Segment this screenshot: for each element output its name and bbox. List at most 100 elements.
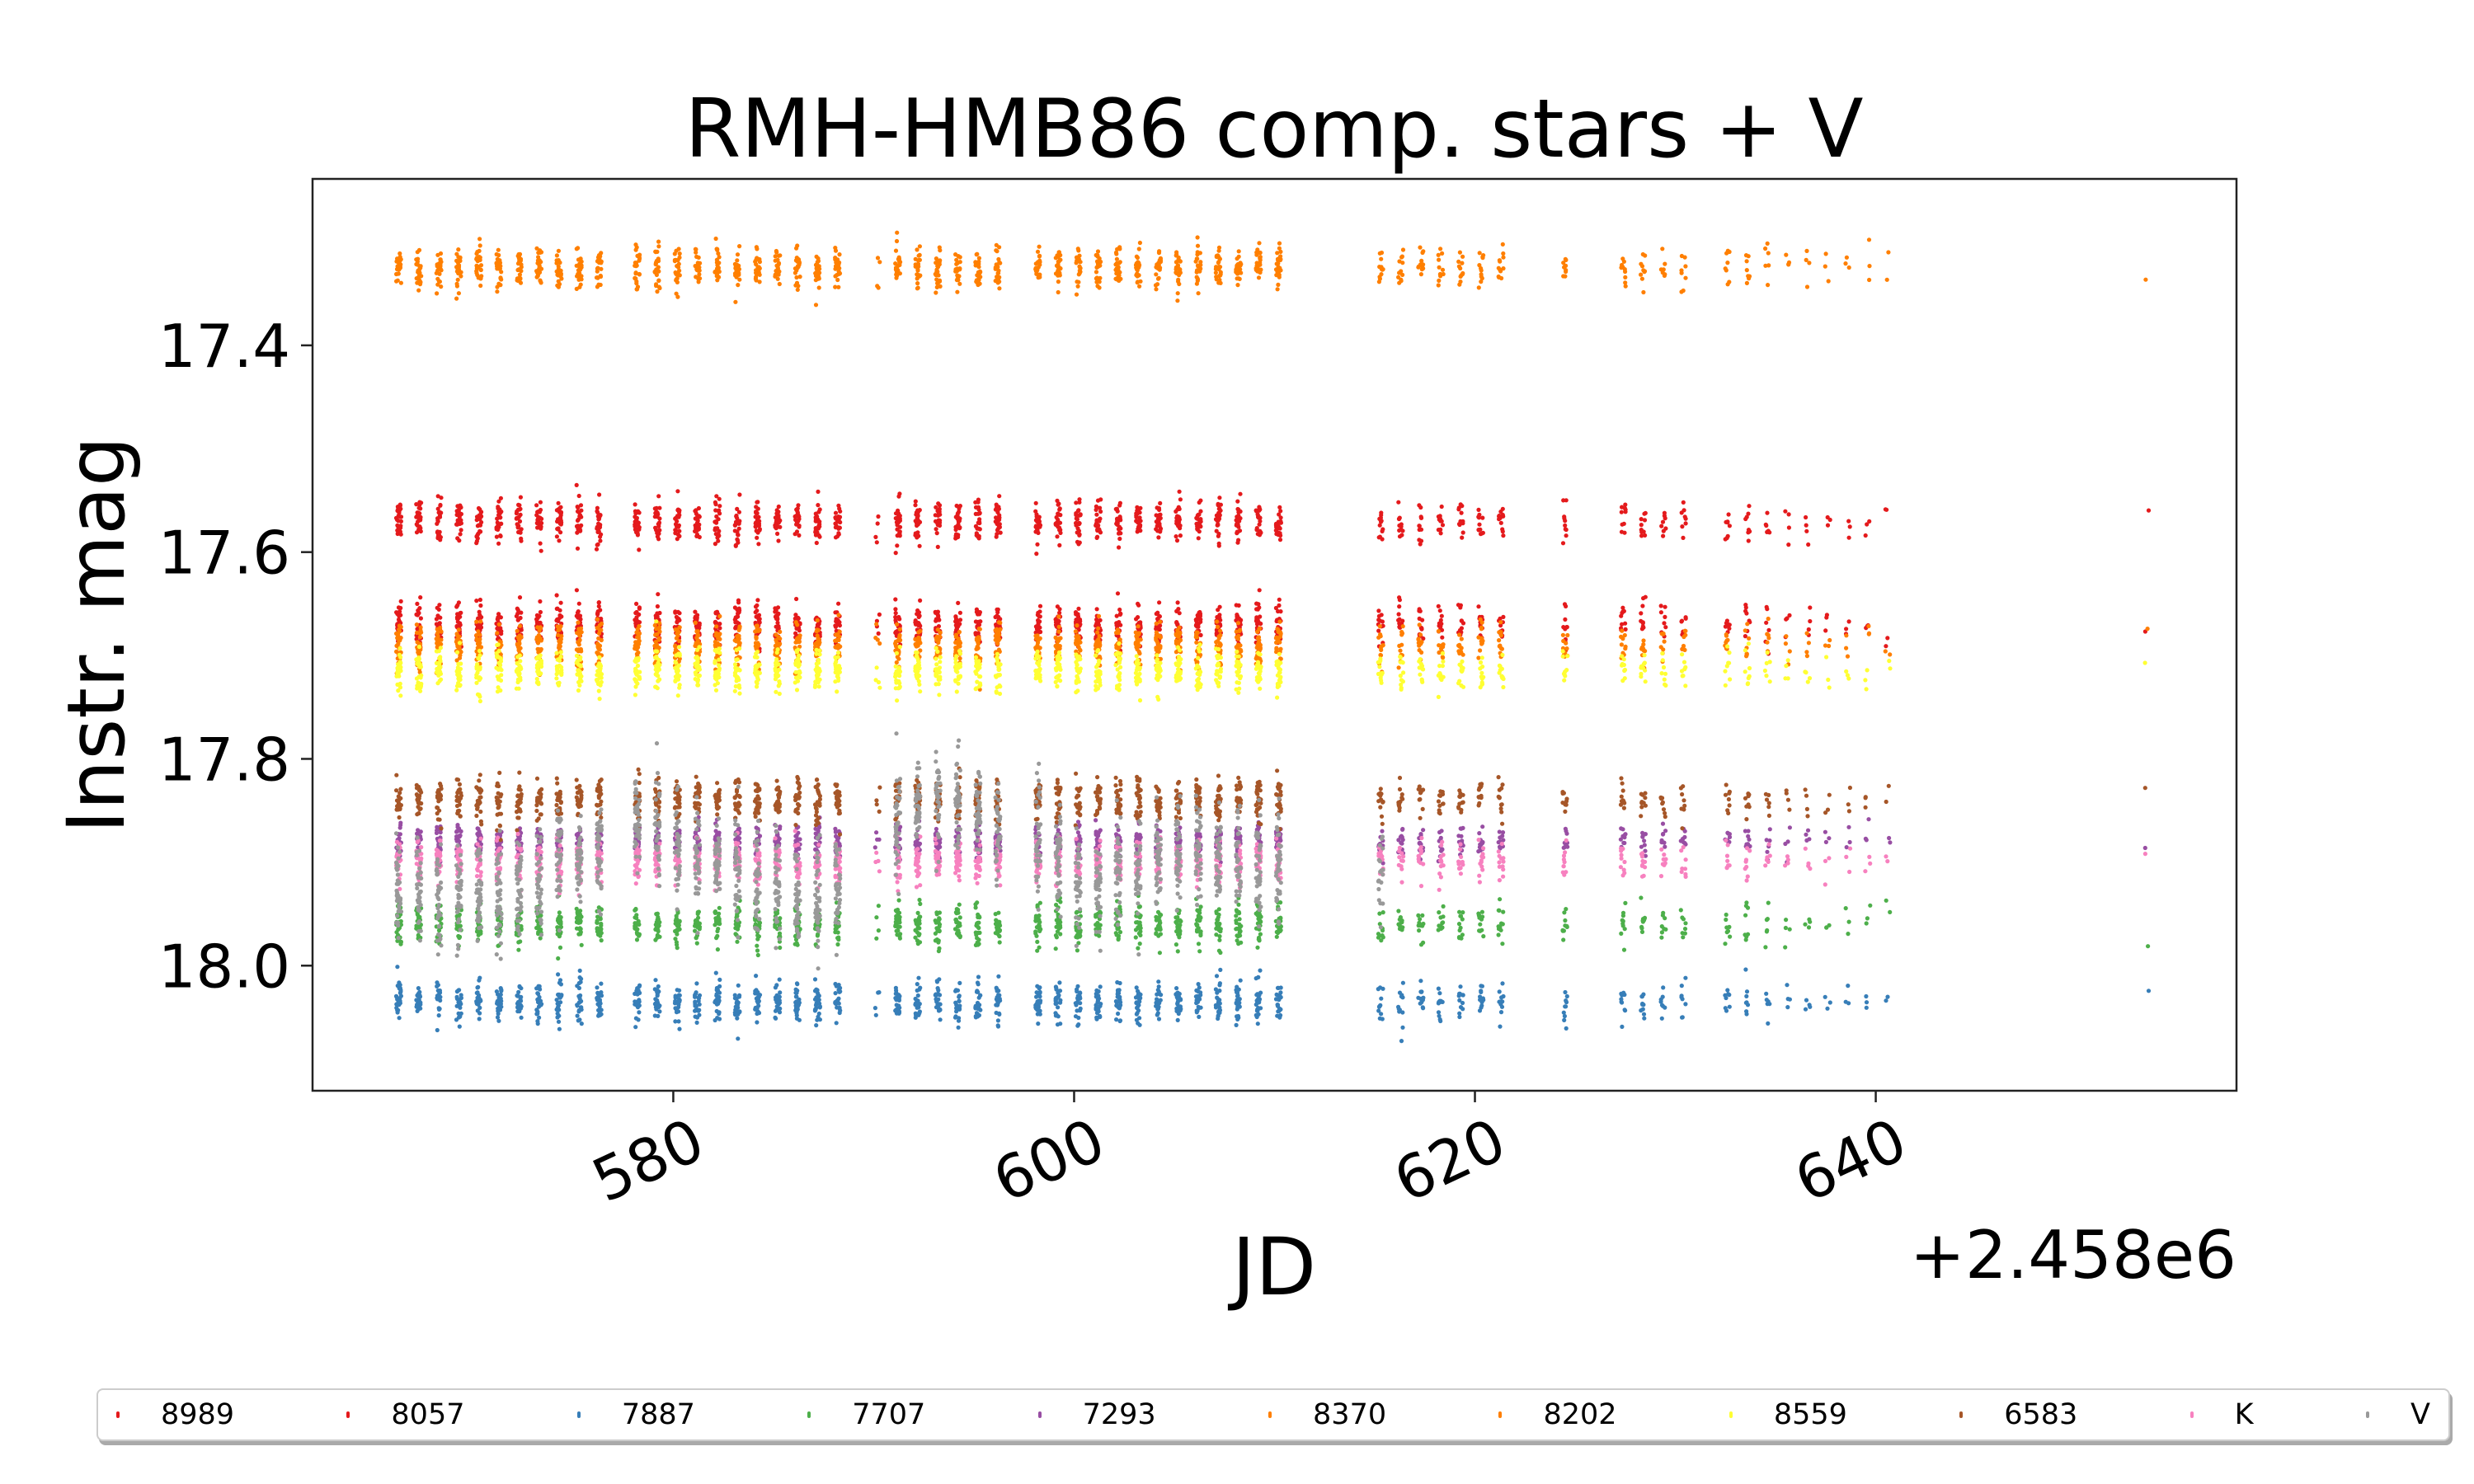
data-point <box>1076 1015 1081 1021</box>
data-point <box>1138 932 1143 937</box>
data-point <box>913 531 918 536</box>
data-point <box>1057 980 1062 985</box>
data-point <box>1053 998 1058 1003</box>
data-point <box>656 592 661 597</box>
data-point <box>1744 900 1749 905</box>
data-point <box>816 503 821 508</box>
data-point <box>1400 980 1405 985</box>
data-point <box>652 514 657 519</box>
data-point <box>1458 913 1463 918</box>
data-point <box>976 500 981 505</box>
data-point <box>997 933 1002 938</box>
data-point <box>996 910 1001 915</box>
data-point <box>1806 627 1811 632</box>
data-point <box>1663 526 1668 531</box>
chart-title: RMH-HMB86 comp. stars + V <box>684 82 1863 176</box>
data-point <box>1500 527 1505 532</box>
data-point <box>539 548 543 553</box>
data-point <box>916 610 922 615</box>
data-point <box>694 532 700 538</box>
data-point <box>515 618 520 622</box>
data-point <box>1476 514 1481 519</box>
data-point <box>1560 541 1566 546</box>
data-point <box>876 990 881 995</box>
data-point <box>1035 528 1040 533</box>
data-point <box>1077 500 1082 505</box>
data-point <box>995 928 999 932</box>
data-point <box>934 910 939 915</box>
data-point <box>1214 513 1219 518</box>
data-point <box>1764 998 1769 1003</box>
data-point <box>693 509 698 514</box>
data-point <box>935 544 940 550</box>
data-point <box>417 524 422 529</box>
data-point <box>498 986 503 991</box>
data-point <box>1678 908 1683 913</box>
data-point <box>1783 509 1788 514</box>
data-point <box>398 613 403 618</box>
data-point <box>1479 984 1484 989</box>
data-point <box>1137 996 1142 1001</box>
data-point <box>1236 987 1241 992</box>
data-point <box>1885 636 1890 641</box>
data-point <box>735 620 740 625</box>
data-point <box>975 936 980 941</box>
data-point <box>1076 508 1081 513</box>
data-point <box>755 603 760 608</box>
data-point <box>457 1024 462 1029</box>
data-point <box>498 615 504 620</box>
data-point <box>556 618 561 624</box>
data-point <box>1723 942 1728 946</box>
data-point <box>937 1008 942 1013</box>
data-point <box>1397 990 1403 995</box>
data-point <box>1620 622 1625 627</box>
data-point <box>1274 532 1279 537</box>
data-point <box>496 1012 501 1017</box>
data-point <box>1783 925 1788 931</box>
data-point <box>1238 978 1243 983</box>
data-point <box>675 942 680 947</box>
data-point <box>657 1009 662 1014</box>
data-point <box>1680 524 1685 529</box>
data-point <box>1724 618 1729 623</box>
data-point <box>1827 1000 1832 1005</box>
data-point <box>713 508 718 513</box>
data-point <box>538 541 543 546</box>
data-point <box>693 614 698 619</box>
data-point <box>1135 505 1140 510</box>
data-point <box>897 514 902 519</box>
data-point <box>1476 528 1481 533</box>
data-point <box>1846 619 1851 624</box>
data-point <box>1257 588 1262 593</box>
data-point <box>1663 625 1668 630</box>
data-point <box>1115 509 1120 514</box>
data-point <box>836 601 841 606</box>
data-point <box>498 495 504 500</box>
data-point <box>813 533 819 538</box>
data-point <box>1376 618 1381 622</box>
data-point <box>518 1006 524 1011</box>
data-point <box>1097 527 1102 532</box>
data-point <box>636 523 641 528</box>
data-point <box>1804 514 1808 520</box>
data-point <box>1457 627 1463 633</box>
data-point <box>454 829 459 834</box>
data-point <box>397 1001 402 1006</box>
data-point <box>1174 538 1180 543</box>
data-point <box>396 617 402 622</box>
data-point <box>1157 923 1162 928</box>
data-point <box>459 829 463 834</box>
data-point <box>997 494 1002 499</box>
data-point <box>1258 1006 1263 1011</box>
data-point <box>1275 929 1280 934</box>
data-point <box>757 527 763 532</box>
data-point <box>957 935 962 940</box>
data-point <box>1784 617 1789 622</box>
data-point <box>1056 511 1061 516</box>
data-point <box>897 914 902 919</box>
data-point <box>655 603 661 609</box>
data-point <box>753 514 758 519</box>
data-point <box>1417 503 1422 508</box>
data-point <box>1396 516 1402 521</box>
data-point <box>656 522 661 527</box>
